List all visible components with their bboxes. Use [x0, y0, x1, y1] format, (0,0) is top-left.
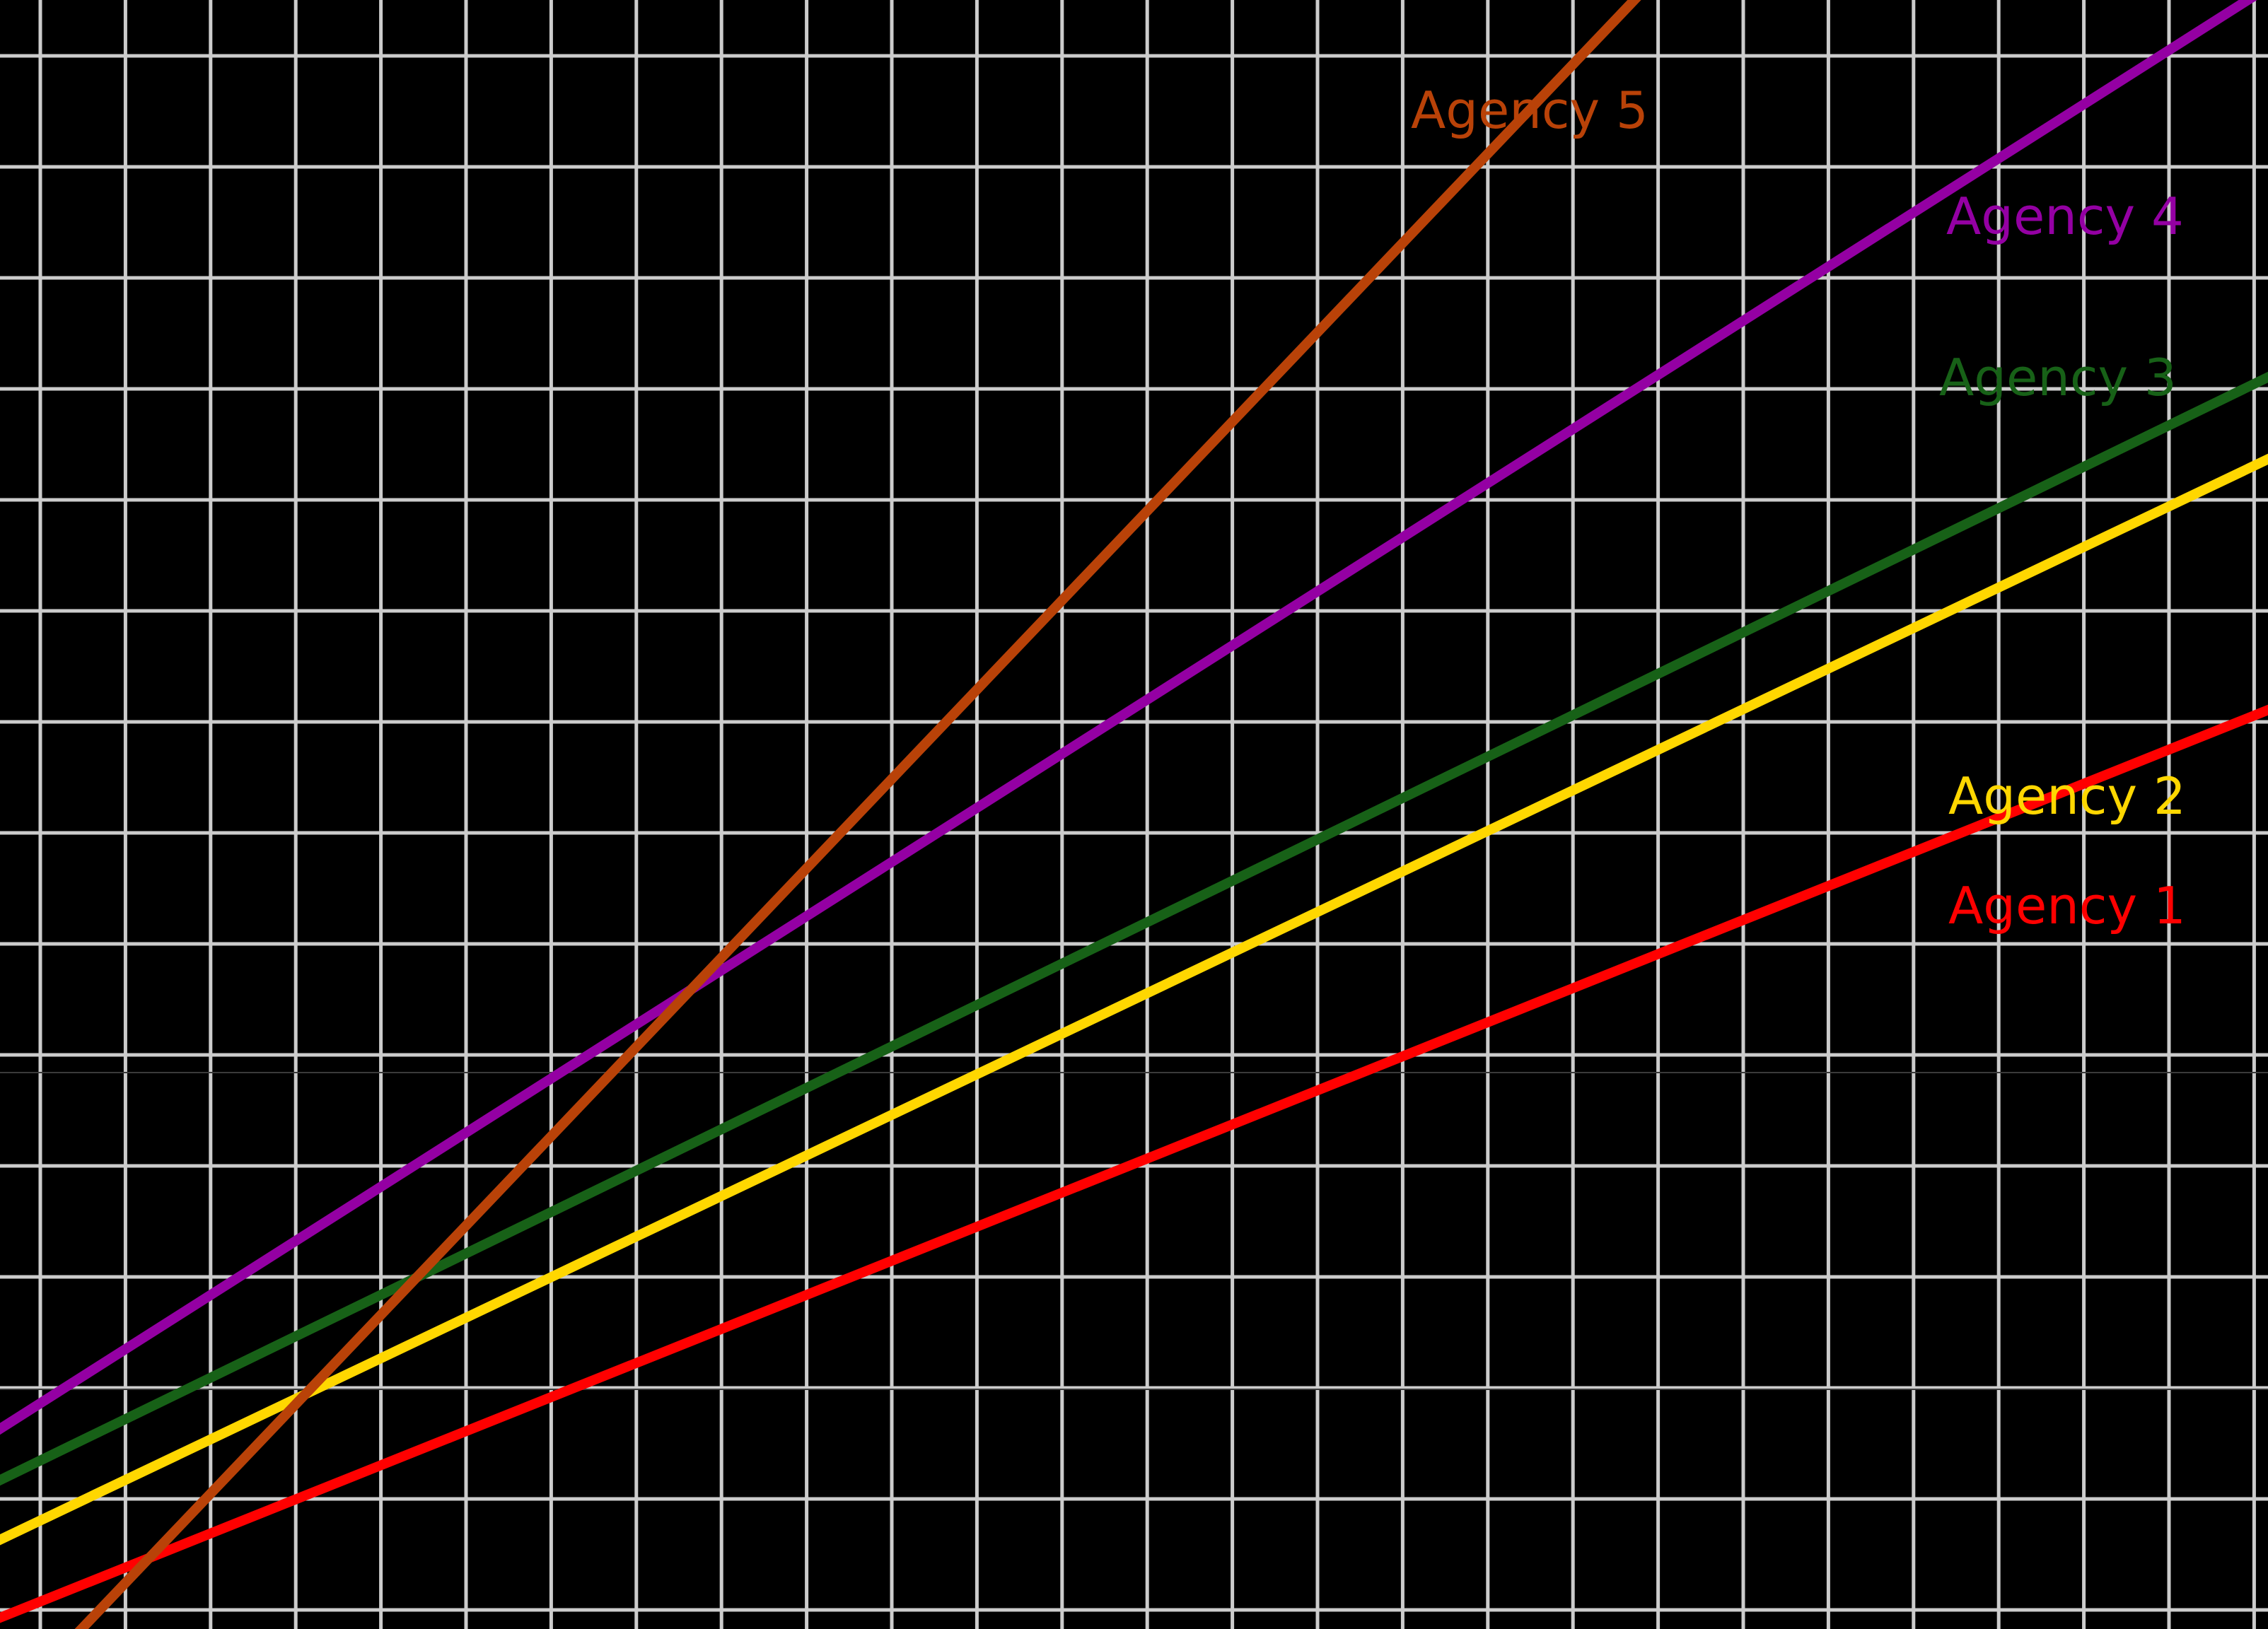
series-label-agency-3: Agency 3 — [1939, 348, 2177, 407]
series-line-agency-2[interactable] — [0, 453, 2268, 1550]
minor-gridlines — [0, 1072, 2268, 1390]
horizontal-gridlines — [0, 54, 2268, 1612]
series-line-agency-4[interactable] — [0, 0, 2268, 1442]
series-line-agency-1[interactable] — [0, 704, 2268, 1626]
series-line-agency-5[interactable] — [71, 0, 1648, 1629]
series-label-agency-2: Agency 2 — [1948, 766, 2186, 826]
series-label-agency-1: Agency 1 — [1948, 876, 2186, 935]
series-line-agency-3[interactable] — [0, 371, 2268, 1490]
series-label-agency-4: Agency 4 — [1946, 187, 2184, 246]
vertical-gridlines — [38, 0, 2256, 1629]
series-label-agency-5: Agency 5 — [1411, 81, 1648, 140]
